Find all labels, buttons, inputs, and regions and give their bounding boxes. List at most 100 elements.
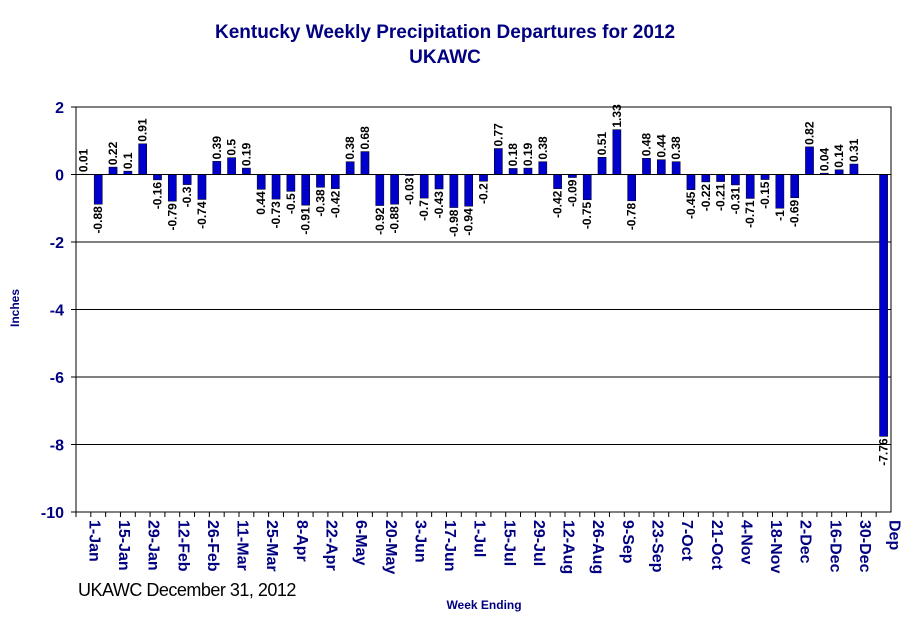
x-tick-label: 18-Nov bbox=[767, 520, 784, 573]
bar bbox=[138, 143, 148, 175]
data-label: 0.01 bbox=[76, 148, 90, 172]
bar bbox=[493, 148, 503, 175]
data-label: -1 bbox=[773, 210, 787, 221]
data-label: 0.91 bbox=[136, 118, 150, 142]
bar bbox=[123, 170, 133, 175]
data-label: -0.38 bbox=[314, 189, 328, 217]
data-label: -0.42 bbox=[551, 190, 565, 218]
data-label: -0.74 bbox=[195, 201, 209, 229]
data-label: -0.69 bbox=[788, 199, 802, 227]
data-label: -0.3 bbox=[180, 186, 194, 207]
x-tick-label: 6-May bbox=[352, 520, 369, 565]
x-tick-label: 26-Aug bbox=[589, 520, 606, 574]
bar bbox=[256, 174, 266, 190]
bar bbox=[790, 174, 800, 199]
bar bbox=[197, 174, 207, 200]
bar bbox=[242, 167, 251, 175]
bar bbox=[464, 174, 474, 207]
x-tick-label: 3-Jun bbox=[411, 520, 428, 563]
x-tick-label: 8-Apr bbox=[293, 520, 310, 562]
data-label: 0.39 bbox=[210, 136, 224, 160]
data-label: 0.14 bbox=[832, 144, 846, 168]
bar bbox=[93, 174, 103, 205]
bar bbox=[375, 174, 385, 206]
y-tick-labels: 2 0 -2 -4 -6 -8 -10 bbox=[41, 100, 64, 522]
y-tick-label: -10 bbox=[41, 505, 64, 522]
x-tick-label: 21-Oct bbox=[708, 520, 725, 570]
data-label: -0.03 bbox=[402, 177, 416, 205]
data-label: 0.22 bbox=[106, 141, 120, 165]
bar bbox=[582, 174, 592, 201]
bar bbox=[701, 174, 711, 183]
bar bbox=[731, 174, 740, 186]
x-tick-label: 2-Dec bbox=[797, 520, 814, 564]
x-tick-label: 23-Sep bbox=[649, 520, 666, 573]
bar bbox=[330, 174, 340, 189]
data-label: -0.94 bbox=[462, 208, 476, 236]
axes bbox=[71, 106, 892, 517]
bar bbox=[553, 174, 562, 189]
y-axis-label: Inches bbox=[8, 289, 22, 327]
bar bbox=[538, 161, 548, 175]
data-label: 1.33 bbox=[610, 104, 624, 128]
x-tick-label: 25-Mar bbox=[263, 520, 280, 572]
data-label: 0.18 bbox=[506, 143, 520, 167]
data-label: -0.2 bbox=[477, 183, 491, 204]
x-tick-label: 20-May bbox=[382, 520, 399, 574]
x-tick-label: 4-Nov bbox=[737, 520, 754, 565]
data-label: -0.88 bbox=[388, 206, 402, 234]
x-tick-label: 30-Dec bbox=[856, 520, 873, 573]
y-tick-label: -4 bbox=[50, 303, 64, 320]
bar bbox=[479, 174, 488, 182]
bar bbox=[642, 158, 651, 175]
x-tick-label: 1-Jan bbox=[85, 520, 102, 562]
data-label: -0.45 bbox=[684, 191, 698, 219]
data-label: -7.76 bbox=[877, 438, 891, 466]
data-label: 0.04 bbox=[817, 147, 831, 171]
x-tick-label: 1-Jul bbox=[471, 520, 488, 557]
data-label: -0.5 bbox=[284, 193, 298, 214]
data-label: -0.75 bbox=[580, 201, 594, 229]
bar bbox=[775, 174, 785, 209]
bar bbox=[523, 167, 533, 175]
bar bbox=[227, 157, 236, 175]
data-label: 0.19 bbox=[239, 142, 253, 166]
chart-title: Kentucky Weekly Precipitation Departures… bbox=[214, 22, 676, 43]
bar bbox=[316, 174, 325, 188]
data-label: 0.31 bbox=[847, 138, 861, 162]
bar bbox=[108, 166, 118, 175]
x-tick-label: 12-Feb bbox=[174, 520, 191, 572]
x-axis-label: Week Ending bbox=[446, 598, 521, 612]
data-label: -0.16 bbox=[151, 182, 165, 210]
data-label: 0.1 bbox=[121, 152, 135, 169]
data-label: -0.21 bbox=[714, 183, 728, 211]
x-tick-label: 11-Mar bbox=[234, 520, 251, 571]
bar bbox=[686, 174, 696, 190]
x-tick-label: 22-Apr bbox=[323, 520, 340, 571]
bar bbox=[167, 174, 177, 202]
bar bbox=[834, 169, 844, 175]
bar bbox=[597, 157, 607, 175]
data-label: 0.68 bbox=[358, 126, 372, 150]
data-label: 0.19 bbox=[521, 142, 535, 166]
footer-note: UKAWC December 31, 2012 bbox=[78, 580, 296, 600]
bar bbox=[612, 129, 622, 175]
data-label: -0.22 bbox=[699, 184, 713, 212]
bar bbox=[360, 151, 370, 175]
bar bbox=[449, 174, 459, 208]
bar bbox=[345, 161, 355, 175]
data-label: -0.43 bbox=[432, 191, 446, 219]
data-label: -0.98 bbox=[447, 209, 461, 237]
bar bbox=[508, 168, 518, 175]
x-tick-label: 15-Jul bbox=[500, 520, 517, 566]
bar bbox=[627, 174, 637, 202]
bar bbox=[153, 174, 162, 181]
bar bbox=[849, 163, 859, 175]
x-tick-label: 15-Jan bbox=[115, 520, 132, 571]
data-label: -0.79 bbox=[165, 203, 179, 231]
data-label: -0.78 bbox=[625, 203, 639, 231]
data-label: 0.38 bbox=[669, 136, 683, 160]
data-label: -0.7 bbox=[417, 200, 431, 221]
x-tick-label: 12-Aug bbox=[560, 520, 577, 574]
data-label: -0.73 bbox=[269, 201, 283, 229]
